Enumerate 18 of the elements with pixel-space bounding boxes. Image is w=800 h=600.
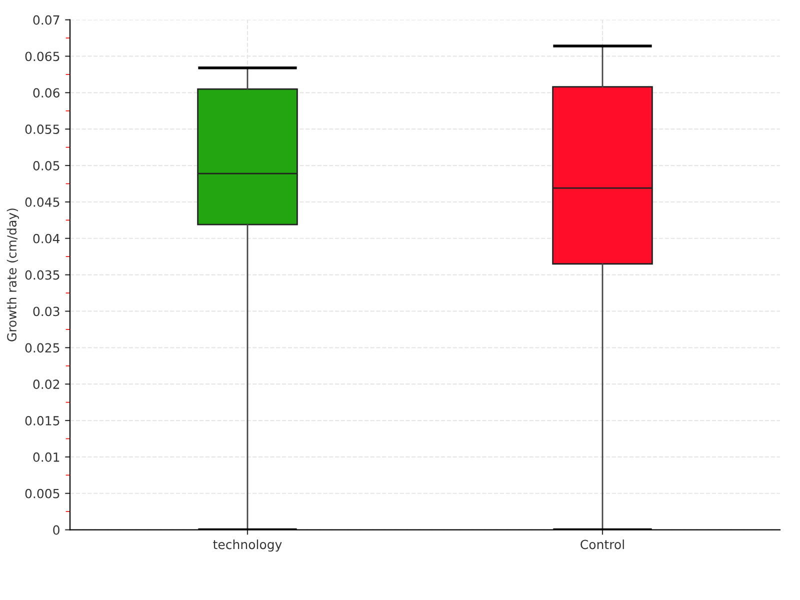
y-tick-label: 0.065 [25, 52, 60, 62]
y-axis-title: Growth rate (cm/day) [6, 208, 19, 342]
y-tick-label: 0.005 [25, 488, 60, 498]
y-tick-label: 0.045 [25, 197, 60, 207]
y-tick-label: 0.055 [25, 124, 60, 134]
x-tick-label: Control [580, 540, 624, 550]
y-tick-label: 0.03 [33, 306, 60, 316]
y-tick-label: 0.07 [33, 15, 60, 25]
y-tick-label: 0.015 [25, 416, 60, 426]
y-tick-label: 0.035 [25, 270, 60, 280]
y-tick-label: 0.05 [33, 160, 60, 170]
y-tick-label: 0.06 [33, 88, 60, 98]
y-tick-label: 0.02 [33, 380, 60, 390]
y-tick-label: 0 [53, 525, 60, 535]
y-tick-label: 0.025 [25, 343, 60, 353]
x-tick-label: technology [213, 540, 282, 552]
y-tick-label: 0.04 [33, 234, 60, 244]
y-tick-label: 0.01 [33, 452, 60, 462]
